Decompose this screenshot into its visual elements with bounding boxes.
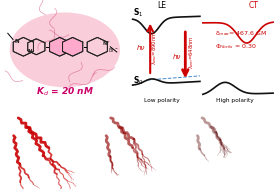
Text: N: N xyxy=(15,39,19,44)
Text: hν: hν xyxy=(137,45,146,51)
Text: High polarity: High polarity xyxy=(216,98,254,103)
Text: Low polarity: Low polarity xyxy=(144,98,180,103)
Text: λ$_{em}$=648nm: λ$_{em}$=648nm xyxy=(187,35,196,69)
Text: 400 μm: 400 μm xyxy=(243,105,273,111)
Text: S$_0$: S$_0$ xyxy=(133,75,143,87)
Text: CT: CT xyxy=(249,1,259,10)
Text: δ$_{max}$= 467.6 GM: δ$_{max}$= 467.6 GM xyxy=(214,29,267,38)
Text: Br$^-$: Br$^-$ xyxy=(108,46,118,54)
Text: N: N xyxy=(28,50,32,54)
Text: S$_1$: S$_1$ xyxy=(133,6,143,19)
Text: K$_d$ = 20 nM: K$_d$ = 20 nM xyxy=(36,85,94,98)
Polygon shape xyxy=(63,37,83,56)
Text: LE: LE xyxy=(157,1,166,10)
Text: Φ$_{fibrils}$ = 0.30: Φ$_{fibrils}$ = 0.30 xyxy=(214,42,256,51)
Ellipse shape xyxy=(10,12,120,87)
Text: hν: hν xyxy=(172,54,181,60)
Text: 200 μm: 200 μm xyxy=(151,105,181,111)
Text: N$^+$: N$^+$ xyxy=(102,39,111,48)
Polygon shape xyxy=(50,37,70,56)
Text: 0 μm: 0 μm xyxy=(68,105,88,111)
Text: λ$_{exc}$=890nm: λ$_{exc}$=890nm xyxy=(150,31,159,65)
